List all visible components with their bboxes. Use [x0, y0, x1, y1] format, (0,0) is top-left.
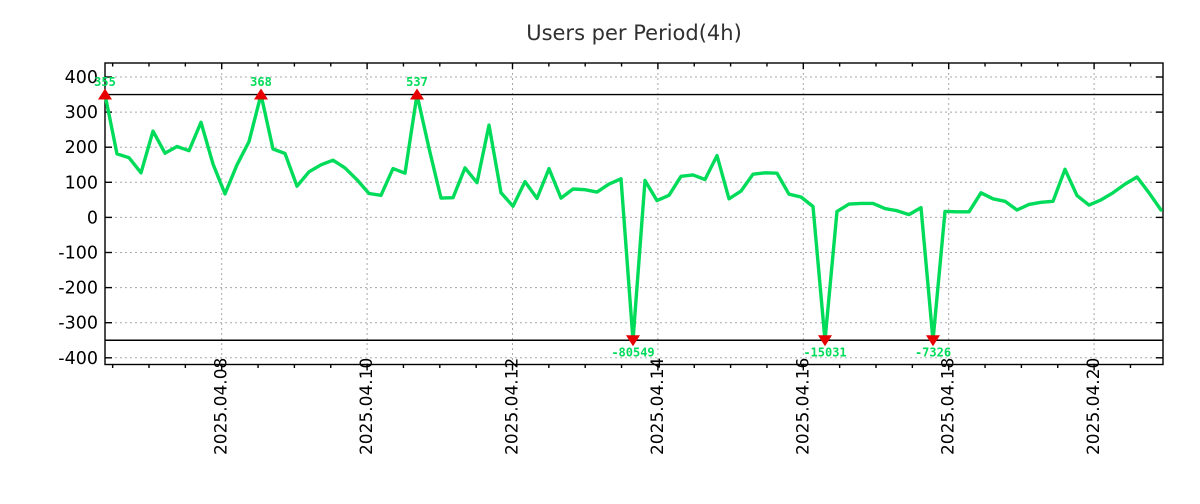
x-axis-tick-label: 2025.04.12: [503, 358, 523, 455]
peak-marker-up: [254, 88, 268, 100]
y-axis-tick-label: -400: [58, 349, 98, 369]
y-axis-tick-label: -300: [58, 314, 98, 334]
x-axis-tick-label: 2025.04.14: [648, 358, 668, 455]
y-axis-tick-label: 400: [65, 68, 98, 88]
y-axis-tick-label: -200: [58, 279, 98, 299]
peak-value-label: -7326: [915, 345, 951, 359]
plot-frame: [104, 62, 1164, 366]
y-axis-tick-label: -100: [58, 244, 98, 264]
x-axis-tick-label: 2025.04.10: [357, 358, 377, 455]
y-axis-tick-label: 300: [65, 103, 98, 123]
peak-value-label: 368: [250, 75, 272, 89]
peak-marker-down: [818, 335, 832, 347]
peak-value-label: -15031: [803, 345, 846, 359]
peak-marker-down: [626, 335, 640, 347]
y-axis-tick-label: 100: [65, 173, 98, 193]
y-axis-tick-label: 0: [87, 208, 98, 228]
y-axis-tick-label: 200: [65, 138, 98, 158]
peak-value-label: -80549: [611, 345, 654, 359]
peak-marker-up: [410, 88, 424, 100]
peak-marker-down: [926, 335, 940, 347]
peak-value-label: 537: [406, 75, 428, 89]
peak-marker-up: [98, 88, 112, 100]
x-axis-tick-label: 2025.04.16: [793, 358, 813, 455]
peak-value-label: 355: [94, 75, 116, 89]
chart-title: Users per Period(4h): [526, 21, 742, 45]
x-axis-tick-label: 2025.04.20: [1084, 358, 1104, 455]
x-axis-tick-label: 2025.04.18: [939, 358, 959, 455]
x-axis-tick-label: 2025.04.08: [212, 358, 232, 455]
